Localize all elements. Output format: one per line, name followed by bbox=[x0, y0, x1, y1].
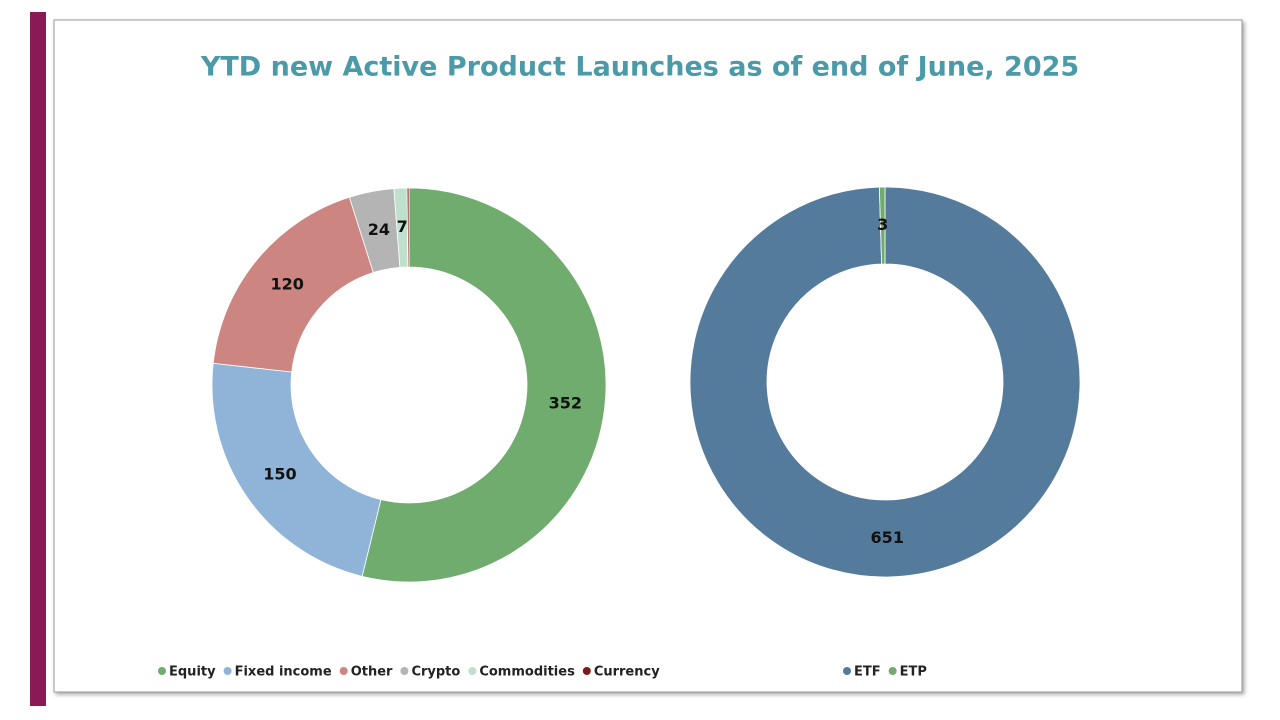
data-label: 3 bbox=[877, 215, 888, 234]
legend-label: Commodities bbox=[479, 665, 575, 680]
accent-bar bbox=[30, 12, 46, 706]
donut-slice bbox=[689, 186, 1081, 578]
donut-slice bbox=[211, 362, 382, 577]
legend-label: Other bbox=[351, 665, 393, 680]
legend-marker bbox=[339, 667, 348, 675]
data-label: 150 bbox=[263, 465, 296, 484]
data-label: 7 bbox=[397, 217, 408, 236]
legend-label: ETP bbox=[900, 665, 927, 680]
legend-marker bbox=[843, 667, 851, 675]
donut-slice bbox=[878, 186, 886, 265]
legend-marker bbox=[400, 667, 409, 675]
data-label: 24 bbox=[368, 220, 390, 239]
legend-marker bbox=[888, 667, 897, 675]
data-label: 651 bbox=[871, 528, 904, 547]
legend-marker bbox=[582, 667, 591, 675]
legend-label: Crypto bbox=[411, 665, 460, 680]
legend-label: Equity bbox=[169, 665, 216, 680]
data-label: 120 bbox=[271, 275, 304, 294]
donut-slice bbox=[361, 187, 607, 583]
data-label: 352 bbox=[549, 393, 582, 412]
legend-label: Currency bbox=[594, 665, 660, 680]
legend-marker bbox=[468, 667, 477, 675]
legend-label: ETF bbox=[854, 665, 881, 680]
donut-slice bbox=[406, 187, 410, 268]
chart-title: YTD new Active Product Launches as of en… bbox=[200, 52, 1079, 83]
legend-marker bbox=[158, 667, 166, 675]
legend-label: Fixed income bbox=[235, 665, 332, 680]
legend-marker bbox=[223, 667, 232, 675]
